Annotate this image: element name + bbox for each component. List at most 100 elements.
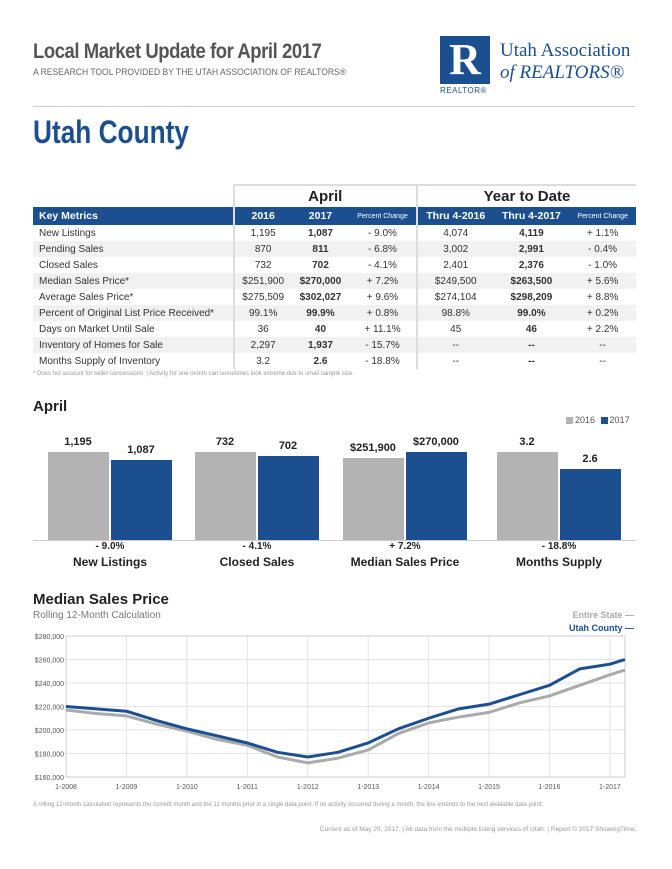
metric-value: $275,509 bbox=[232, 289, 292, 305]
metric-value: -- bbox=[569, 337, 636, 353]
legend-swatch-2016 bbox=[566, 417, 573, 424]
table-row: Average Sales Price* $275,509 $302,027 + 9.… bbox=[33, 289, 636, 305]
table-row: Percent of Original List Price Received*… bbox=[33, 305, 636, 321]
x-tick-label: 1-2008 bbox=[55, 784, 77, 791]
bar-2017 bbox=[111, 459, 172, 540]
table-row: Inventory of Homes for Sale 2,297 1,937- 1… bbox=[33, 337, 636, 353]
metric-value: - 4.1% bbox=[368, 259, 397, 271]
metric-value: - 1.0% bbox=[588, 259, 618, 271]
metric-name: Average Sales Price* bbox=[39, 291, 134, 303]
metric-value: $302,027 bbox=[299, 291, 342, 303]
bar-value-label: 702 bbox=[278, 439, 298, 452]
table-footnote: * Does not account for seller concession… bbox=[33, 371, 355, 377]
metric-value: 1,937 bbox=[291, 337, 350, 353]
metric-name: Closed Sales bbox=[39, 259, 98, 271]
metric-value: - 9.0% bbox=[368, 227, 397, 239]
series-line-utah-county bbox=[65, 658, 626, 759]
table-row: Pending Sales 870 811- 6.8% 3,002 2,991- 0.4… bbox=[33, 241, 636, 257]
metric-value: 811 bbox=[291, 241, 350, 257]
metric-value: - 6.8% bbox=[349, 241, 417, 257]
median-price-line-chart: $160,000 $180,000 $200,000 $220,000 $240,000… bbox=[35, 634, 626, 791]
metric-value: $298,209 bbox=[510, 291, 553, 303]
metric-name: Percent of Original List Price Received* bbox=[33, 305, 234, 321]
metric-value: -- bbox=[599, 355, 606, 367]
metric-value: - 0.4% bbox=[569, 241, 636, 257]
table-row: Median Sales Price* $251,900 $270,000 + 7.2… bbox=[33, 273, 636, 289]
area-title: Utah County bbox=[33, 114, 189, 150]
metric-value: -- bbox=[415, 337, 494, 353]
y-tick-label: $180,000 bbox=[35, 752, 64, 759]
metric-name: Days on Market Until Sale bbox=[39, 323, 155, 335]
logo-name: Utah Association bbox=[500, 40, 631, 61]
metric-value: 2,991 bbox=[493, 241, 570, 257]
metric-value: 2,401 bbox=[415, 257, 494, 273]
legend-label: Entire State bbox=[572, 610, 623, 620]
table-row: New Listings 1,195 1,087 - 9.0% 4,074 4,119 + … bbox=[33, 225, 636, 241]
bar-2016 bbox=[48, 452, 109, 540]
bar-2016 bbox=[343, 457, 404, 540]
metric-value: + 9.6% bbox=[366, 291, 399, 303]
metric-value: -- bbox=[493, 337, 570, 353]
metric-value: 2,297 bbox=[232, 337, 292, 353]
bar-legend: 2016 2017 bbox=[566, 415, 630, 425]
table-row: Months Supply of Inventory 3.2 2.6 - 18.8% -… bbox=[33, 353, 636, 369]
bar-2016 bbox=[497, 452, 558, 540]
percent-change-label: - 9.0% bbox=[95, 541, 125, 552]
legend-utah-county: Utah County — bbox=[568, 623, 634, 633]
metric-name: Pending Sales bbox=[33, 241, 234, 257]
metric-value: 99.0% bbox=[493, 305, 570, 321]
legend-entire-state: Entire State — bbox=[572, 610, 634, 620]
metric-value: 702 bbox=[312, 259, 329, 271]
y-tick-label: $220,000 bbox=[35, 705, 64, 712]
metric-value: 2.6 bbox=[313, 355, 328, 367]
x-tick-label: 1-2012 bbox=[297, 784, 319, 791]
column-header: Thru 4-2016 bbox=[415, 207, 494, 225]
bar-value-label: $251,900 bbox=[350, 441, 396, 454]
percent-change-label: - 4.1% bbox=[242, 541, 272, 552]
column-header: Thru 4-2017 bbox=[493, 207, 570, 225]
x-tick-label: 1-2014 bbox=[418, 784, 440, 791]
bar-chart-title: April bbox=[33, 398, 68, 415]
column-header: Key Metrics bbox=[33, 207, 234, 225]
metric-value: $263,500 bbox=[493, 273, 570, 289]
y-tick-label: $200,000 bbox=[35, 728, 64, 735]
metric-value: 36 bbox=[232, 321, 292, 337]
bar-2016 bbox=[195, 452, 256, 540]
metric-value: + 0.2% bbox=[569, 305, 636, 321]
logo-mark: R bbox=[440, 36, 490, 84]
bar-value-label: $270,000 bbox=[413, 436, 459, 448]
metric-value: + 1.1% bbox=[586, 227, 619, 239]
divider bbox=[33, 106, 635, 107]
metric-value: 1,087 bbox=[307, 227, 333, 239]
x-tick-label: 1-2017 bbox=[599, 784, 621, 791]
x-tick-label: 1-2010 bbox=[176, 784, 198, 791]
metric-value: + 5.6% bbox=[569, 273, 636, 289]
metric-value: $270,000 bbox=[291, 273, 350, 289]
metric-value: $274,104 bbox=[415, 289, 494, 305]
realtors-logo: R REALTOR® Utah Association of REALTORS® bbox=[440, 36, 640, 96]
metric-value: 98.8% bbox=[415, 305, 494, 321]
metric-value: 3,002 bbox=[415, 241, 494, 257]
metric-value: + 2.2% bbox=[586, 323, 619, 335]
column-header: 2016 bbox=[232, 207, 292, 225]
metric-value: 4,119 bbox=[519, 227, 544, 239]
metric-value: 46 bbox=[525, 323, 537, 335]
legend-swatch-2017 bbox=[600, 417, 608, 424]
bar-baseline bbox=[33, 540, 636, 541]
bar-value-label: 2.6 bbox=[582, 452, 598, 465]
y-tick-label: $280,000 bbox=[35, 634, 64, 641]
report-subtitle: A RESEARCH TOOL PROVIDED BY THE UTAH ASS… bbox=[33, 67, 347, 78]
bar-2017 bbox=[560, 468, 621, 540]
x-tick-label: 1-2009 bbox=[116, 784, 138, 791]
x-tick-label: 1-2015 bbox=[478, 784, 500, 791]
metric-value: $249,500 bbox=[415, 273, 494, 289]
x-tick-label: 1-2016 bbox=[539, 784, 561, 791]
metric-value: 4,074 bbox=[415, 225, 494, 241]
group-april: April bbox=[232, 184, 417, 207]
y-tick-label: $160,000 bbox=[35, 775, 64, 782]
chart-footnote: A rolling 12-month calculation represent… bbox=[33, 802, 544, 808]
column-header: Percent Change bbox=[349, 207, 417, 225]
logo-brand: REALTOR® bbox=[440, 86, 487, 95]
category-label: Median Sales Price bbox=[350, 555, 460, 569]
bar-value-label: 1,195 bbox=[64, 436, 92, 448]
